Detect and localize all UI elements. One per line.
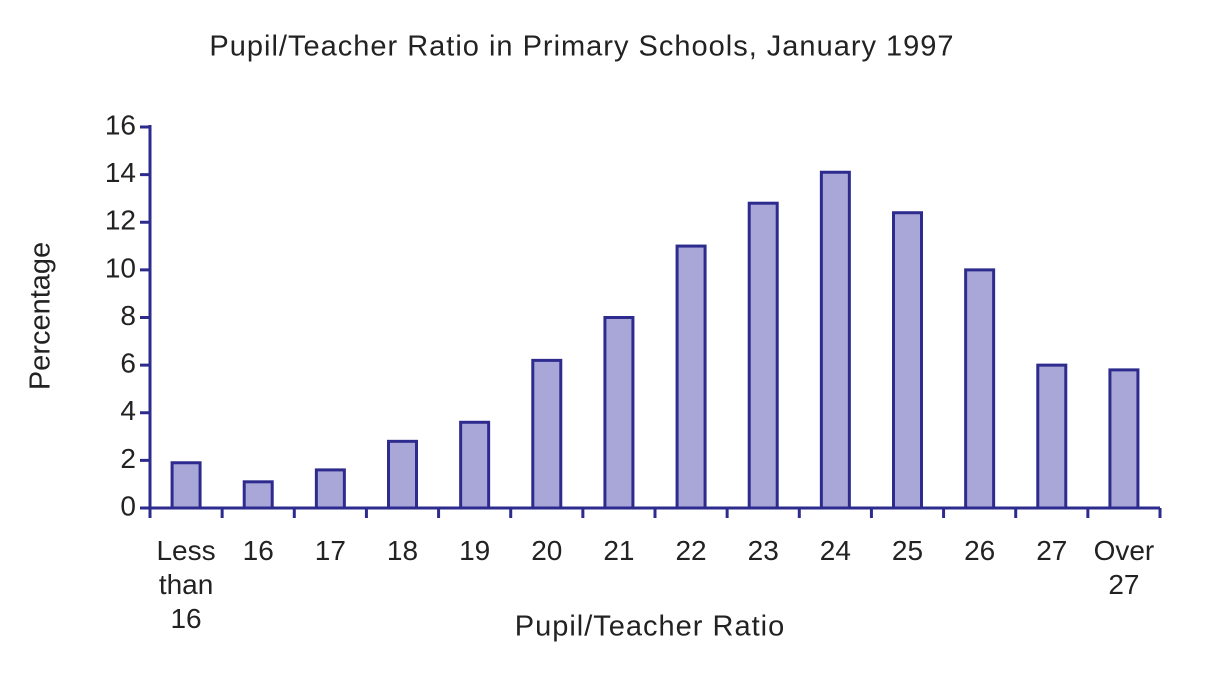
bar: [819, 170, 851, 510]
chart-title: Pupil/Teacher Ratio in Primary Schools, …: [209, 31, 954, 63]
bar: [170, 461, 202, 510]
bar: [314, 468, 346, 510]
x-tick-label: Over 27: [1093, 535, 1155, 600]
bar: [387, 439, 418, 510]
x-axis-label: Pupil/Teacher Ratio: [515, 611, 785, 643]
y-axis-label: Percentage: [25, 242, 57, 390]
bar: [892, 211, 923, 510]
bar: [242, 480, 274, 510]
y-tick-label: 4: [120, 395, 136, 426]
x-tick-label: 24: [819, 535, 851, 566]
x-tick-label: 23: [747, 535, 779, 566]
x-tick-label: 16: [242, 535, 274, 566]
bar: [675, 244, 707, 510]
x-tick-label: 17: [314, 535, 346, 566]
x-tick-label: 18: [386, 535, 419, 566]
y-tick-label: 6: [120, 348, 136, 379]
y-tick-label: 16: [105, 109, 136, 140]
x-tick-label: 21: [603, 535, 635, 566]
y-tick-label: 8: [120, 300, 136, 331]
bar: [603, 316, 635, 510]
y-tick-label: 12: [105, 205, 136, 236]
bar: [964, 268, 996, 510]
x-tick-label: 25: [891, 535, 924, 566]
y-tick-label: 10: [105, 252, 136, 283]
y-tick-label: 0: [120, 490, 136, 521]
x-tick-label: 26: [964, 535, 996, 566]
bar: [459, 420, 491, 510]
bar: [1108, 368, 1140, 510]
bar: [531, 358, 563, 510]
y-tick-label: 14: [105, 157, 136, 188]
bar: [1036, 363, 1068, 510]
x-tick-label: 19: [459, 535, 491, 566]
x-tick-label: 22: [675, 535, 707, 566]
x-tick-label: Less than 16: [156, 535, 216, 634]
bar: [747, 201, 779, 510]
x-tick-label: 27: [1036, 535, 1068, 566]
x-tick-label: 20: [531, 535, 563, 566]
y-tick-label: 2: [120, 443, 136, 474]
